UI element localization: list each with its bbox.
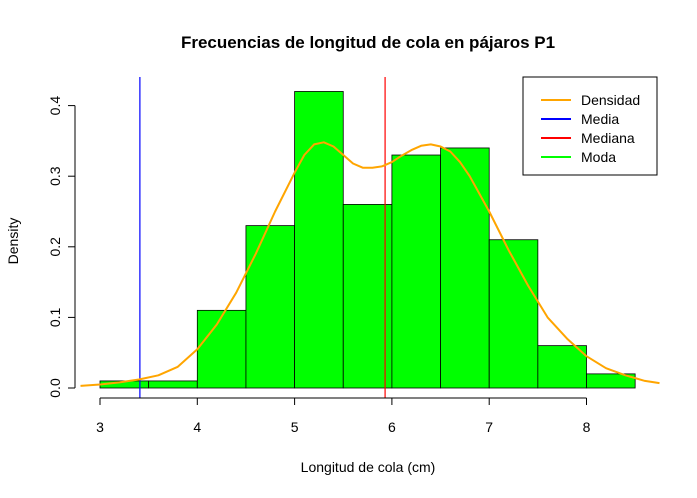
histogram-bar-9 [488, 239, 539, 389]
legend: Densidad Media Mediana Moda [522, 76, 658, 176]
histogram-bar-8 [440, 147, 490, 389]
x-axis-label: Longitud de cola (cm) [301, 459, 436, 475]
y-tick-label: 0.4 [47, 96, 63, 116]
x-tick-label: 7 [485, 419, 493, 435]
x-tick-label: 6 [388, 419, 396, 435]
legend-box [522, 76, 658, 176]
y-axis-label: Density [5, 218, 21, 265]
y-tick-label: 0.0 [47, 378, 63, 398]
histogram-bar-7 [391, 154, 441, 389]
histogram-bar-3 [196, 309, 247, 389]
histogram-bar-2 [148, 380, 198, 389]
density-curve [80, 141, 660, 387]
legend-label-densidad: Densidad [581, 92, 640, 108]
bars-group [99, 91, 636, 389]
y-tick-label: 0.3 [47, 166, 63, 186]
vlines-group [139, 77, 386, 398]
histogram-bar-5 [294, 91, 344, 389]
histogram-bar-11 [586, 373, 636, 389]
x-tick-label: 8 [583, 419, 591, 435]
y-tick-label: 0.1 [47, 307, 63, 327]
histogram-bar-10 [537, 345, 587, 389]
x-tick-label: 4 [193, 419, 201, 435]
density-curve-group [80, 141, 660, 387]
histogram-bar-6 [342, 204, 393, 389]
histogram-bar-4 [245, 225, 295, 389]
x-tick-label: 5 [291, 419, 299, 435]
chart-title: Frecuencias de longitud de cola en pájar… [181, 33, 555, 52]
legend-label-moda: Moda [581, 149, 616, 165]
legend-label-mediana: Mediana [581, 130, 635, 146]
x-axis: 3 4 5 6 7 8 [96, 397, 591, 435]
x-tick-label: 3 [96, 419, 104, 435]
y-tick-label: 0.2 [47, 237, 63, 257]
legend-label-media: Media [581, 111, 619, 127]
y-axis: 0.0 0.1 0.2 0.3 0.4 [47, 96, 76, 398]
